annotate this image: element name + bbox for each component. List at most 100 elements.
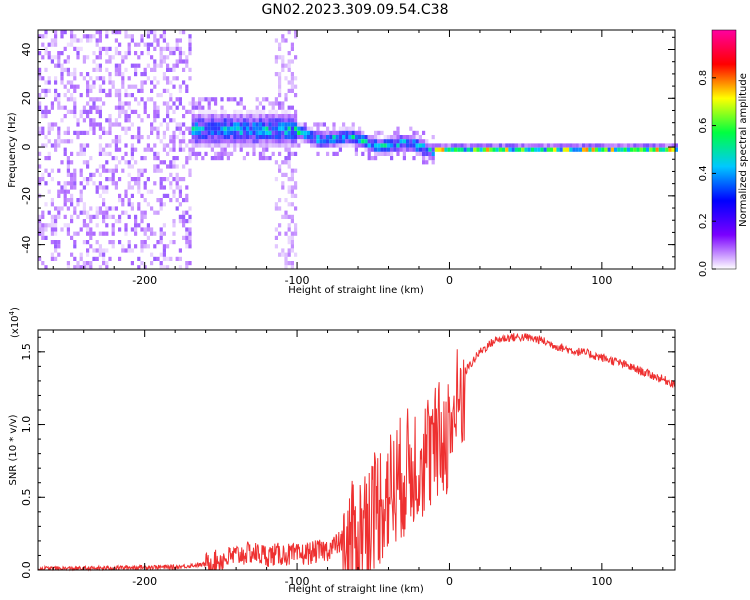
- heatmap-cell: [159, 139, 163, 144]
- heatmap-cell: [290, 240, 294, 245]
- heatmap-cell: [562, 147, 566, 152]
- heatmap-cell: [143, 72, 147, 77]
- heatmap-cell: [98, 193, 102, 198]
- heatmap-cell: [118, 256, 122, 261]
- heatmap-cell: [54, 34, 58, 39]
- heatmap-cell: [172, 139, 176, 144]
- heatmap-cell: [63, 130, 67, 135]
- heatmap-cell: [386, 135, 390, 140]
- heatmap-cell: [108, 118, 112, 123]
- heatmap-cell: [290, 105, 294, 110]
- heatmap-cell: [73, 38, 77, 43]
- heatmap-cell: [114, 185, 118, 190]
- heatmap-cell: [140, 261, 144, 266]
- heatmap-cell: [127, 240, 131, 245]
- heatmap-cell: [79, 114, 83, 119]
- heatmap-cell: [156, 42, 160, 47]
- heatmap-cell: [60, 227, 64, 232]
- heatmap-cell: [242, 122, 246, 127]
- heatmap-cell: [73, 46, 77, 51]
- heatmap-cell: [54, 223, 58, 228]
- heatmap-cell: [137, 139, 141, 144]
- heatmap-cell: [316, 130, 320, 135]
- heatmap-cell: [137, 181, 141, 186]
- heatmap-cell: [342, 139, 346, 144]
- heatmap-cell: [121, 210, 125, 215]
- heatmap-cell: [118, 101, 122, 106]
- heatmap-cell: [121, 156, 125, 161]
- heatmap-cell: [290, 202, 294, 207]
- heatmap-cell: [44, 30, 48, 35]
- heatmap-cell: [47, 42, 51, 47]
- heatmap-cell: [121, 202, 125, 207]
- heatmap-cell: [281, 59, 285, 64]
- heatmap-cell: [63, 30, 67, 35]
- heatmap-cell: [38, 34, 42, 39]
- heatmap-cell: [57, 101, 61, 106]
- heatmap-cell: [198, 143, 202, 148]
- heatmap-cell: [223, 122, 227, 127]
- heatmap-cell: [73, 185, 77, 190]
- heatmap-cell: [150, 261, 154, 266]
- heatmap-cell: [252, 109, 256, 114]
- heatmap-cell: [201, 143, 205, 148]
- heatmap-cell: [146, 51, 150, 56]
- heatmap-cell: [82, 118, 86, 123]
- heatmap-cell: [124, 93, 128, 98]
- heatmap-cell: [191, 126, 195, 131]
- heatmap-cell: [86, 84, 90, 89]
- heatmap-cell: [44, 67, 48, 72]
- heatmap-cell: [281, 55, 285, 60]
- heatmap-cell: [220, 135, 224, 140]
- heatmap-cell: [169, 240, 173, 245]
- snr-y-tick-label: 1.0: [20, 416, 33, 434]
- heatmap-cell: [118, 93, 122, 98]
- heatmap-cell: [162, 231, 166, 236]
- heatmap-cell: [354, 151, 358, 156]
- heatmap-cell: [118, 97, 122, 102]
- heatmap-cell: [351, 130, 355, 135]
- heatmap-cell: [188, 219, 192, 224]
- heatmap-cell: [598, 143, 602, 148]
- heatmap-cell: [134, 223, 138, 228]
- heatmap-cell: [60, 51, 64, 56]
- heatmap-cell: [226, 126, 230, 131]
- heatmap-cell: [274, 206, 278, 211]
- heatmap-cell: [530, 147, 534, 152]
- heatmap-cell: [425, 139, 429, 144]
- heatmap-cell: [310, 139, 314, 144]
- heatmap-cell: [175, 105, 179, 110]
- heatmap-cell: [47, 88, 51, 93]
- heatmap-cell: [210, 130, 214, 135]
- heatmap-cell: [70, 193, 74, 198]
- heatmap-cell: [434, 147, 438, 152]
- heatmap-cell: [89, 177, 93, 182]
- heatmap-cell: [143, 168, 147, 173]
- heatmap-cell: [188, 231, 192, 236]
- heatmap-cell: [284, 76, 288, 81]
- heatmap-cell: [102, 219, 106, 224]
- heatmap-cell: [143, 109, 147, 114]
- heatmap-cell: [172, 164, 176, 169]
- heatmap-cell: [44, 93, 48, 98]
- heatmap-cell: [185, 193, 189, 198]
- heatmap-cell: [127, 160, 131, 165]
- heatmap-cell: [156, 156, 160, 161]
- heatmap-cell: [284, 172, 288, 177]
- heatmap-cell: [178, 84, 182, 89]
- heatmap-cell: [57, 63, 61, 68]
- heatmap-cell: [66, 42, 70, 47]
- heatmap-cell: [153, 164, 157, 169]
- heatmap-cell: [354, 130, 358, 135]
- heatmap-cell: [140, 214, 144, 219]
- heatmap-cell: [284, 147, 288, 152]
- heatmap-cell: [79, 130, 83, 135]
- heatmap-cell: [271, 135, 275, 140]
- heatmap-cell: [98, 30, 102, 35]
- heatmap-cell: [294, 114, 298, 119]
- heatmap-cell: [380, 147, 384, 152]
- heatmap-cell: [306, 139, 310, 144]
- heatmap-cell: [124, 193, 128, 198]
- heatmap-cell: [111, 139, 115, 144]
